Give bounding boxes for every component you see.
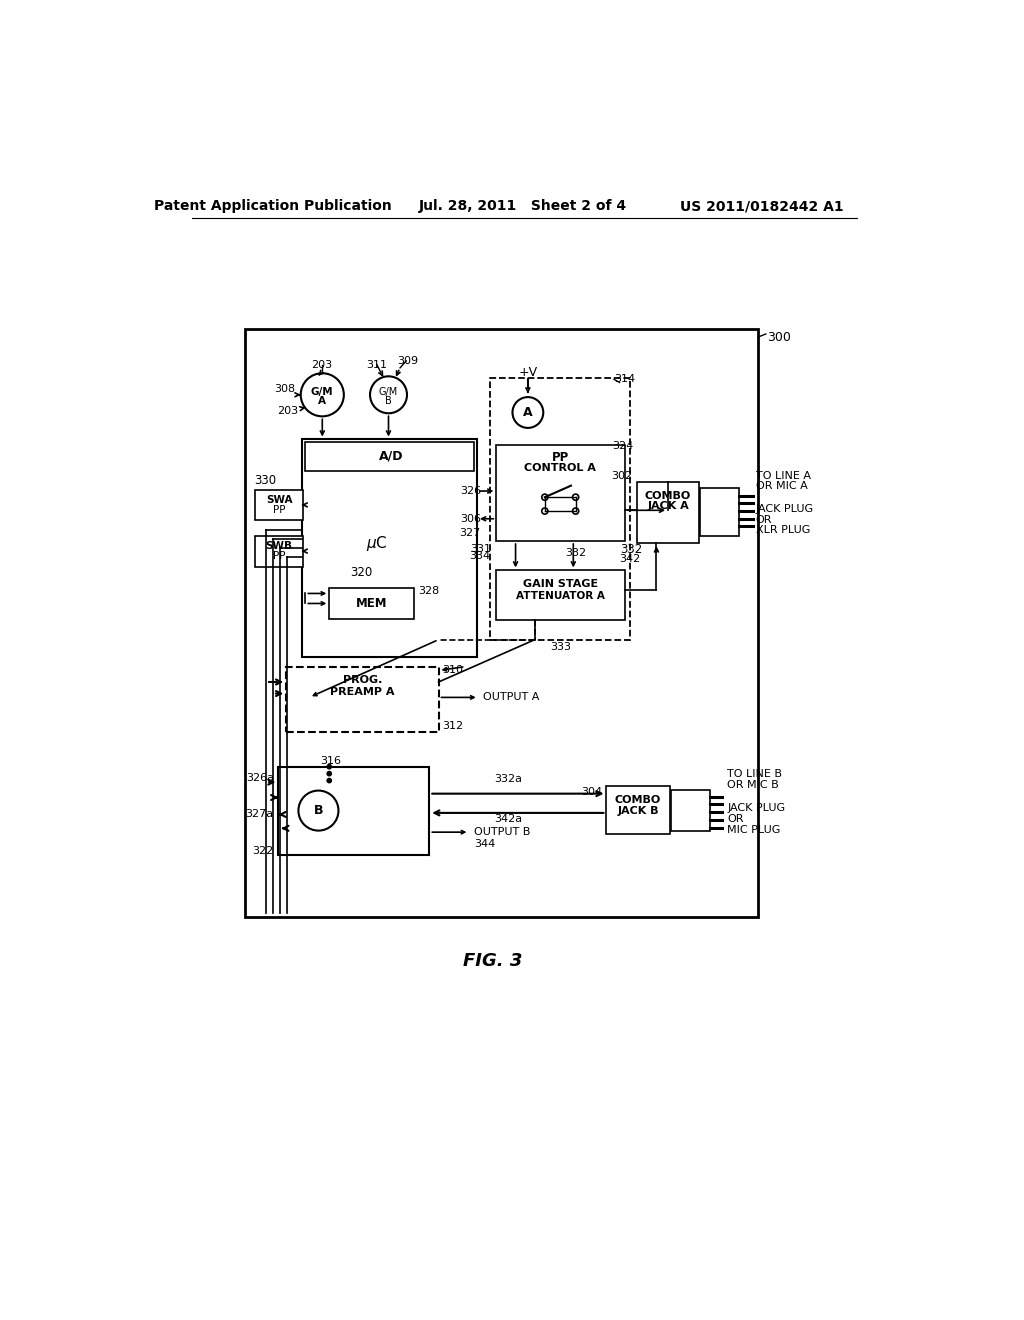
- Circle shape: [298, 791, 339, 830]
- Bar: [606, 785, 670, 834]
- Text: OR: OR: [756, 515, 772, 524]
- Text: US 2011/0182442 A1: US 2011/0182442 A1: [680, 199, 844, 213]
- Text: 306: 306: [460, 513, 481, 524]
- Circle shape: [572, 508, 579, 515]
- Text: JACK PLUG: JACK PLUG: [727, 804, 785, 813]
- Text: 312: 312: [442, 721, 464, 731]
- Circle shape: [512, 397, 544, 428]
- Bar: [700, 488, 739, 536]
- Text: JACK A: JACK A: [647, 502, 689, 511]
- Text: MIC PLUG: MIC PLUG: [727, 825, 780, 834]
- Text: 203: 203: [311, 360, 332, 370]
- Text: B: B: [313, 804, 324, 817]
- Bar: [286, 667, 438, 733]
- Text: 342: 342: [618, 554, 640, 564]
- Text: 310: 310: [442, 665, 464, 676]
- Text: 324: 324: [612, 441, 634, 450]
- Text: 331: 331: [470, 544, 490, 554]
- Circle shape: [370, 376, 407, 413]
- Text: G/M: G/M: [311, 387, 334, 397]
- Text: 302: 302: [611, 471, 633, 482]
- Bar: [304, 442, 474, 471]
- Text: 322: 322: [253, 846, 273, 857]
- Text: Patent Application Publication: Patent Application Publication: [155, 199, 392, 213]
- Bar: [490, 378, 630, 640]
- Text: $\mu$C: $\mu$C: [367, 533, 388, 553]
- Bar: [637, 482, 698, 544]
- Text: +V: +V: [518, 366, 538, 379]
- Text: 327: 327: [460, 528, 481, 539]
- Text: COMBO: COMBO: [645, 491, 691, 500]
- Text: TO LINE A: TO LINE A: [756, 471, 811, 480]
- Text: 203: 203: [278, 407, 298, 416]
- Text: OUTPUT B: OUTPUT B: [474, 828, 530, 837]
- Text: 327a: 327a: [246, 809, 273, 820]
- Text: 326a: 326a: [246, 774, 273, 783]
- Circle shape: [327, 779, 332, 783]
- Text: PREAMP A: PREAMP A: [330, 686, 394, 697]
- Circle shape: [572, 494, 579, 500]
- Bar: [330, 589, 414, 619]
- Bar: [279, 767, 429, 855]
- Text: 332a: 332a: [494, 774, 522, 784]
- Text: 334: 334: [469, 552, 490, 561]
- Text: PP: PP: [552, 450, 569, 463]
- Text: 328: 328: [418, 586, 439, 597]
- Text: OR: OR: [727, 814, 743, 824]
- Text: 330: 330: [254, 474, 275, 487]
- Bar: [255, 536, 303, 566]
- Text: PP: PP: [273, 506, 286, 515]
- Text: OUTPUT A: OUTPUT A: [483, 693, 540, 702]
- Circle shape: [542, 508, 548, 515]
- Text: GAIN STAGE: GAIN STAGE: [522, 579, 598, 589]
- Text: 309: 309: [397, 356, 419, 366]
- Circle shape: [542, 494, 548, 500]
- Text: 332: 332: [621, 543, 642, 556]
- Text: ATTENUATOR A: ATTENUATOR A: [516, 591, 604, 601]
- Text: 326: 326: [460, 486, 481, 496]
- Circle shape: [327, 764, 332, 768]
- Text: XLR PLUG: XLR PLUG: [756, 525, 810, 536]
- Text: CONTROL A: CONTROL A: [524, 463, 596, 473]
- Text: 332: 332: [565, 548, 586, 558]
- Circle shape: [327, 771, 332, 776]
- Text: A/D: A/D: [379, 450, 403, 463]
- Text: 308: 308: [274, 384, 295, 395]
- Text: JACK B: JACK B: [617, 805, 658, 816]
- Text: 342a: 342a: [494, 814, 522, 824]
- Text: 311: 311: [367, 360, 387, 370]
- Bar: [245, 330, 758, 917]
- Text: 300: 300: [767, 330, 791, 343]
- Text: 344: 344: [474, 840, 496, 850]
- Text: JACK PLUG: JACK PLUG: [756, 504, 814, 513]
- Text: A: A: [318, 396, 327, 407]
- Text: COMBO: COMBO: [614, 795, 662, 805]
- Text: 316: 316: [319, 756, 341, 767]
- Text: SWA: SWA: [266, 495, 293, 504]
- Bar: [255, 490, 303, 520]
- Circle shape: [301, 374, 344, 416]
- Text: FIG. 3: FIG. 3: [463, 952, 522, 970]
- Text: 304: 304: [582, 787, 602, 797]
- Text: PROG.: PROG.: [343, 676, 382, 685]
- Text: SWB: SWB: [265, 541, 293, 550]
- Bar: [671, 789, 710, 832]
- Text: MEM: MEM: [355, 597, 387, 610]
- Bar: [497, 570, 625, 620]
- Bar: [497, 445, 625, 541]
- Bar: [301, 440, 477, 657]
- Text: OR MIC A: OR MIC A: [756, 482, 808, 491]
- Text: B: B: [385, 396, 392, 407]
- Text: A: A: [523, 407, 532, 418]
- Text: 333: 333: [550, 643, 571, 652]
- Text: G/M: G/M: [379, 387, 398, 397]
- Text: 320: 320: [350, 566, 373, 579]
- Text: OR MIC B: OR MIC B: [727, 780, 779, 791]
- Text: PP: PP: [273, 552, 286, 561]
- Text: TO LINE B: TO LINE B: [727, 770, 782, 779]
- Text: 314: 314: [614, 375, 635, 384]
- Text: Jul. 28, 2011   Sheet 2 of 4: Jul. 28, 2011 Sheet 2 of 4: [419, 199, 628, 213]
